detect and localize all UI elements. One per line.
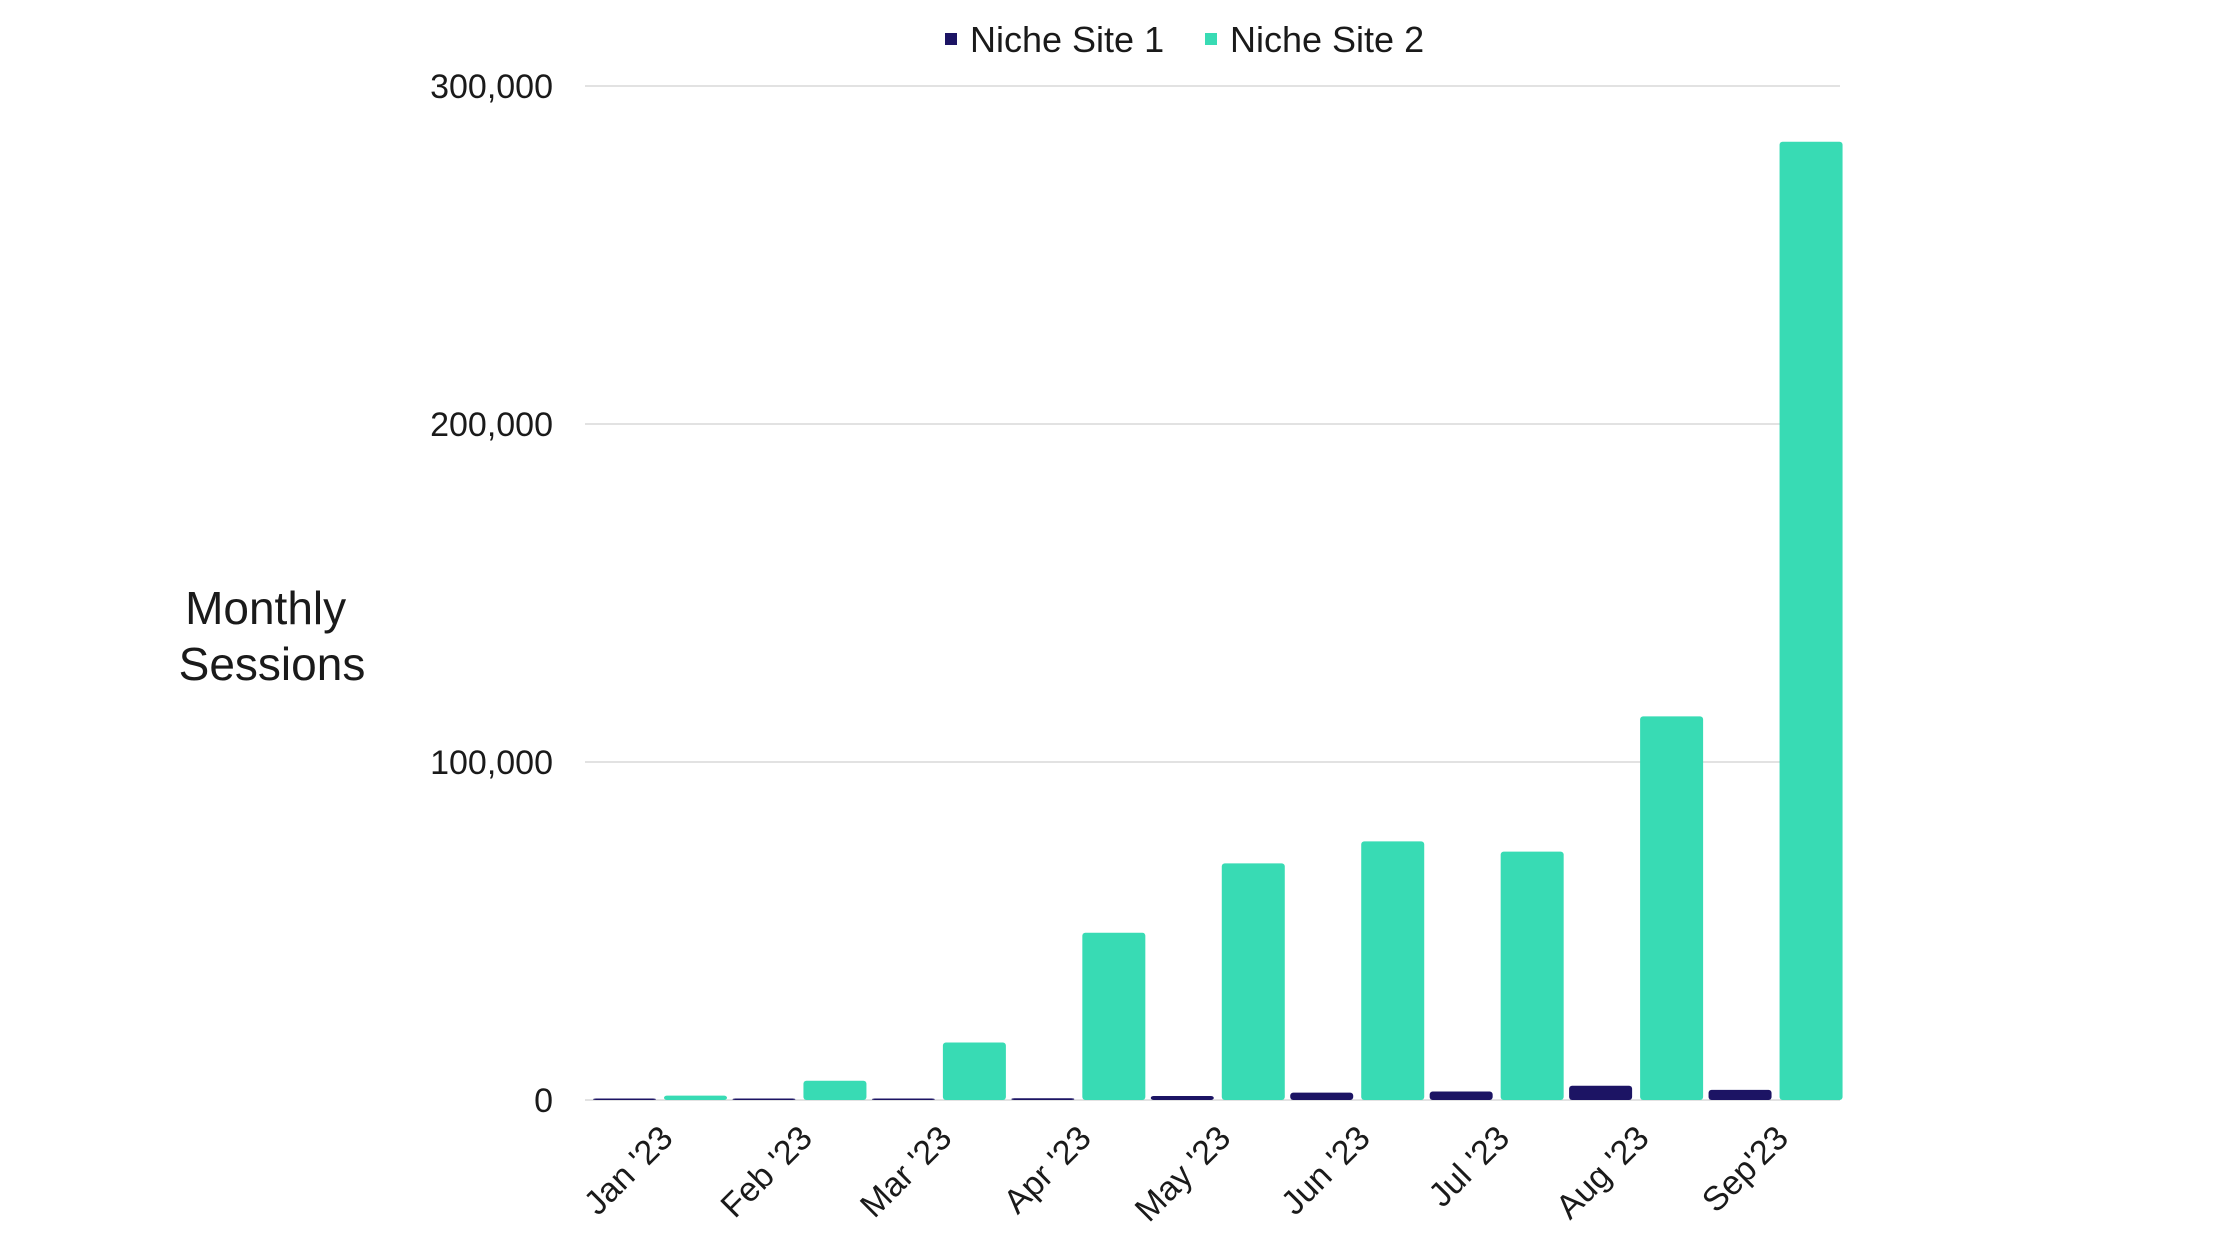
bar-niche-site-2 bbox=[1779, 141, 1843, 1100]
legend-swatch bbox=[1205, 33, 1217, 45]
x-tick-label: Jun '23 bbox=[1274, 1119, 1378, 1223]
gridlines bbox=[585, 85, 1840, 1101]
bar-niche-site-1 bbox=[1708, 1089, 1772, 1100]
x-tick-label: Feb '23 bbox=[714, 1119, 820, 1225]
y-axis-label-line-1: Monthly bbox=[185, 582, 346, 634]
bar-niche-site-1 bbox=[593, 1098, 656, 1100]
x-axis-ticks: Jan '23 Feb '23 Mar '23 Apr '23 May '23 Jun '… bbox=[577, 1119, 1796, 1229]
x-tick-label: Sep'23 bbox=[1695, 1119, 1796, 1220]
y-tick-label: 0 bbox=[534, 1082, 553, 1120]
bar-niche-site-1 bbox=[1150, 1095, 1214, 1100]
bars bbox=[593, 141, 1843, 1100]
y-tick-label: 200,000 bbox=[430, 406, 553, 444]
x-tick-label: May '23 bbox=[1128, 1119, 1238, 1229]
x-tick-label: Apr '23 bbox=[996, 1119, 1098, 1221]
bar-niche-site-1 bbox=[1290, 1092, 1354, 1100]
legend: Niche Site 1 Niche Site 2 bbox=[945, 19, 1424, 60]
bar-niche-site-1 bbox=[1569, 1085, 1633, 1100]
bar-niche-site-1 bbox=[1011, 1098, 1075, 1100]
bar-niche-site-2 bbox=[803, 1080, 867, 1100]
bar-niche-site-2 bbox=[1640, 716, 1704, 1100]
x-tick-label: Aug '23 bbox=[1549, 1119, 1657, 1227]
x-tick-label: Mar '23 bbox=[853, 1119, 959, 1225]
legend-label: Niche Site 1 bbox=[970, 19, 1164, 60]
bar-niche-site-2 bbox=[1082, 932, 1146, 1100]
bar-niche-site-2 bbox=[942, 1042, 1006, 1100]
bar-niche-site-2 bbox=[664, 1095, 727, 1100]
bar-niche-site-2 bbox=[1221, 863, 1285, 1100]
bar-niche-site-1 bbox=[1429, 1091, 1493, 1100]
bar-niche-site-1 bbox=[732, 1098, 796, 1100]
y-axis-ticks: 0 100,000 200,000 300,000 bbox=[430, 68, 553, 1120]
legend-label: Niche Site 2 bbox=[1230, 19, 1424, 60]
y-axis-label: Monthly Sessions bbox=[179, 582, 366, 690]
bar-niche-site-2 bbox=[1500, 851, 1564, 1100]
bar-niche-site-2 bbox=[1361, 841, 1425, 1100]
x-tick-label: Jul '23 bbox=[1421, 1119, 1517, 1215]
bar-niche-site-1 bbox=[871, 1098, 935, 1100]
y-tick-label: 100,000 bbox=[430, 744, 553, 782]
legend-swatch bbox=[945, 33, 957, 45]
y-tick-label: 300,000 bbox=[430, 68, 553, 106]
y-axis-label-line-2: Sessions bbox=[179, 638, 366, 690]
x-tick-label: Jan '23 bbox=[577, 1119, 681, 1223]
